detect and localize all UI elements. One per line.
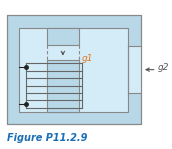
Text: g1: g1 — [82, 54, 94, 63]
Bar — [46, 28, 79, 45]
Bar — [19, 28, 128, 112]
Bar — [7, 15, 141, 124]
Text: g2: g2 — [158, 63, 169, 72]
Bar — [46, 60, 79, 112]
Bar — [19, 28, 128, 112]
Bar — [7, 15, 141, 124]
Text: Figure P11.2.9: Figure P11.2.9 — [7, 133, 87, 143]
Bar — [128, 46, 141, 93]
